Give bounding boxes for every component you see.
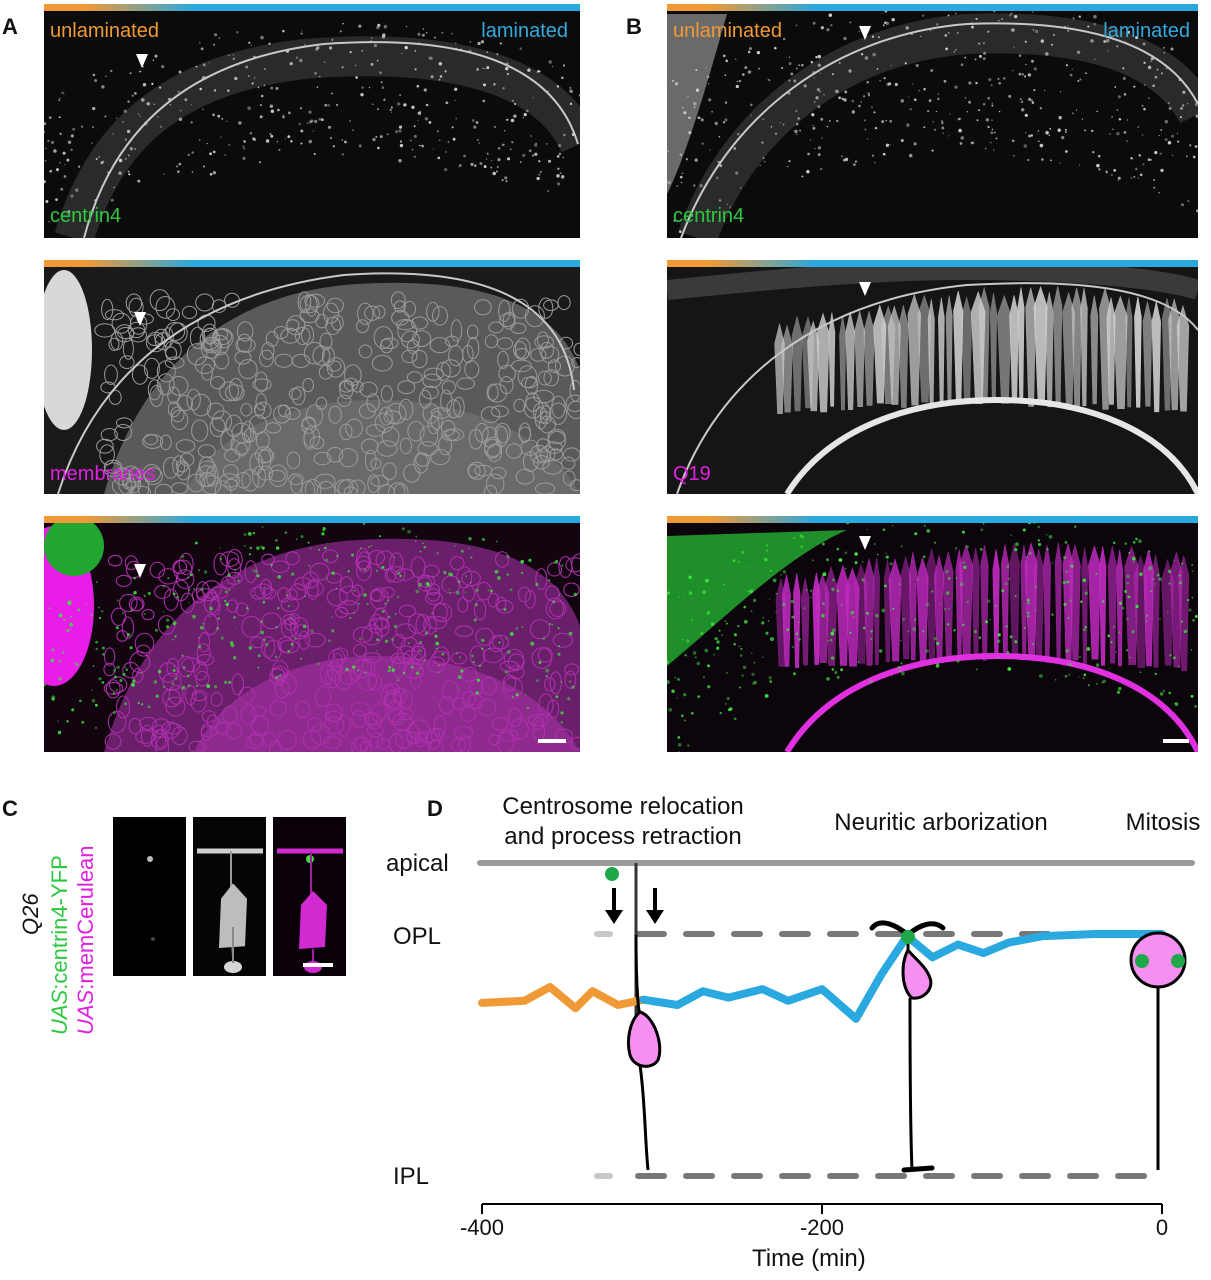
membrane-construct: :memCerulean xyxy=(73,845,98,990)
lamination-gradient-bar xyxy=(667,516,1198,523)
panel-b-centrin-svg xyxy=(667,4,1198,238)
lamination-gradient-bar xyxy=(44,4,580,11)
panel-a-membrane-image: membranes xyxy=(44,260,580,494)
series-line-1 xyxy=(478,983,648,1013)
phase-label-mitosis: Mitosis xyxy=(1125,809,1201,836)
label-centrin4: centrin4 xyxy=(673,205,745,227)
panel-a-centrin-svg xyxy=(44,4,580,238)
panel-b-merge-image xyxy=(667,516,1198,752)
label-laminated: laminated xyxy=(1103,20,1190,42)
phase-label-arborization: Neuritic arborization xyxy=(834,809,1048,836)
centrosome-dot xyxy=(1135,954,1149,968)
panel-letter-b: B xyxy=(626,14,642,39)
centrin-construct: :centrin4-YFP xyxy=(47,855,72,990)
centrosome-dot xyxy=(605,867,619,881)
x-tick-label: -200 xyxy=(799,1215,845,1240)
panel-letter-a: A xyxy=(2,14,18,39)
panel-a-merge-svg xyxy=(44,516,580,752)
panel-c-membrane-svg xyxy=(193,817,266,976)
panel-letter-c: C xyxy=(2,796,18,821)
centrosome-dot xyxy=(1171,954,1185,968)
down-arrow-icon xyxy=(646,888,664,924)
x-tick-label: -400 xyxy=(459,1215,505,1240)
panel-a-membrane-svg xyxy=(44,260,580,494)
panel-c-centrin-svg xyxy=(113,817,186,976)
panel-c-membrane-label: UAS:memCerulean xyxy=(73,845,99,1035)
panel-c-centrin-image xyxy=(113,817,186,976)
layer-label-ipl: IPL xyxy=(393,1163,430,1190)
phase-label-relocation: Centrosome relocation and process retrac… xyxy=(470,792,776,852)
panel-c-merge-image xyxy=(273,817,346,976)
panel-a-merge-image xyxy=(44,516,580,752)
panel-c-centrin-label: UAS:centrin4-YFP xyxy=(47,855,73,1035)
panel-b-q19-svg xyxy=(667,260,1198,494)
panel-c-membrane-image xyxy=(193,817,266,976)
label-centrin4: centrin4 xyxy=(50,205,122,227)
uas-prefix-2: UAS xyxy=(73,989,98,1035)
panel-c-merge-svg xyxy=(273,817,346,976)
centrosome-dot xyxy=(901,930,915,944)
cell-body-3 xyxy=(1129,931,1187,989)
cell-body-2 xyxy=(901,947,933,1000)
label-laminated: laminated xyxy=(481,20,568,42)
panel-a-centrin-image: unlaminated laminated centrin4 xyxy=(44,4,580,238)
panel-letter-d: D xyxy=(427,796,443,821)
label-unlaminated: unlaminated xyxy=(673,20,782,42)
x-axis-label: Time (min) xyxy=(752,1245,866,1272)
label-q19: Q19 xyxy=(673,463,711,485)
phase-label-relocation-line2: and process retraction xyxy=(504,823,742,850)
phase-label-relocation-line1: Centrosome relocation xyxy=(502,793,744,820)
layer-label-apical: apical xyxy=(386,850,449,877)
panel-b-merge-svg xyxy=(667,516,1198,752)
lamination-gradient-bar xyxy=(44,516,580,523)
cell-body-1 xyxy=(626,1010,662,1068)
panel-b-q19-image: Q19 xyxy=(667,260,1198,494)
label-membranes: membranes xyxy=(50,463,156,485)
x-tick-label: 0 xyxy=(1155,1215,1169,1240)
down-arrow-icon xyxy=(605,888,623,924)
lamination-gradient-bar xyxy=(667,4,1198,11)
timeline-chart xyxy=(477,860,1195,1214)
lamination-gradient-bar xyxy=(667,260,1198,267)
panel-b-centrin-image: unlaminated laminated centrin4 xyxy=(667,4,1198,238)
uas-prefix-1: UAS xyxy=(47,989,72,1035)
cell-arbor-bottom-2 xyxy=(901,1165,935,1173)
layer-label-opl: OPL xyxy=(393,923,442,950)
lamination-gradient-bar xyxy=(44,260,580,267)
label-unlaminated: unlaminated xyxy=(50,20,159,42)
panel-c-line-label: Q26 xyxy=(18,893,43,935)
